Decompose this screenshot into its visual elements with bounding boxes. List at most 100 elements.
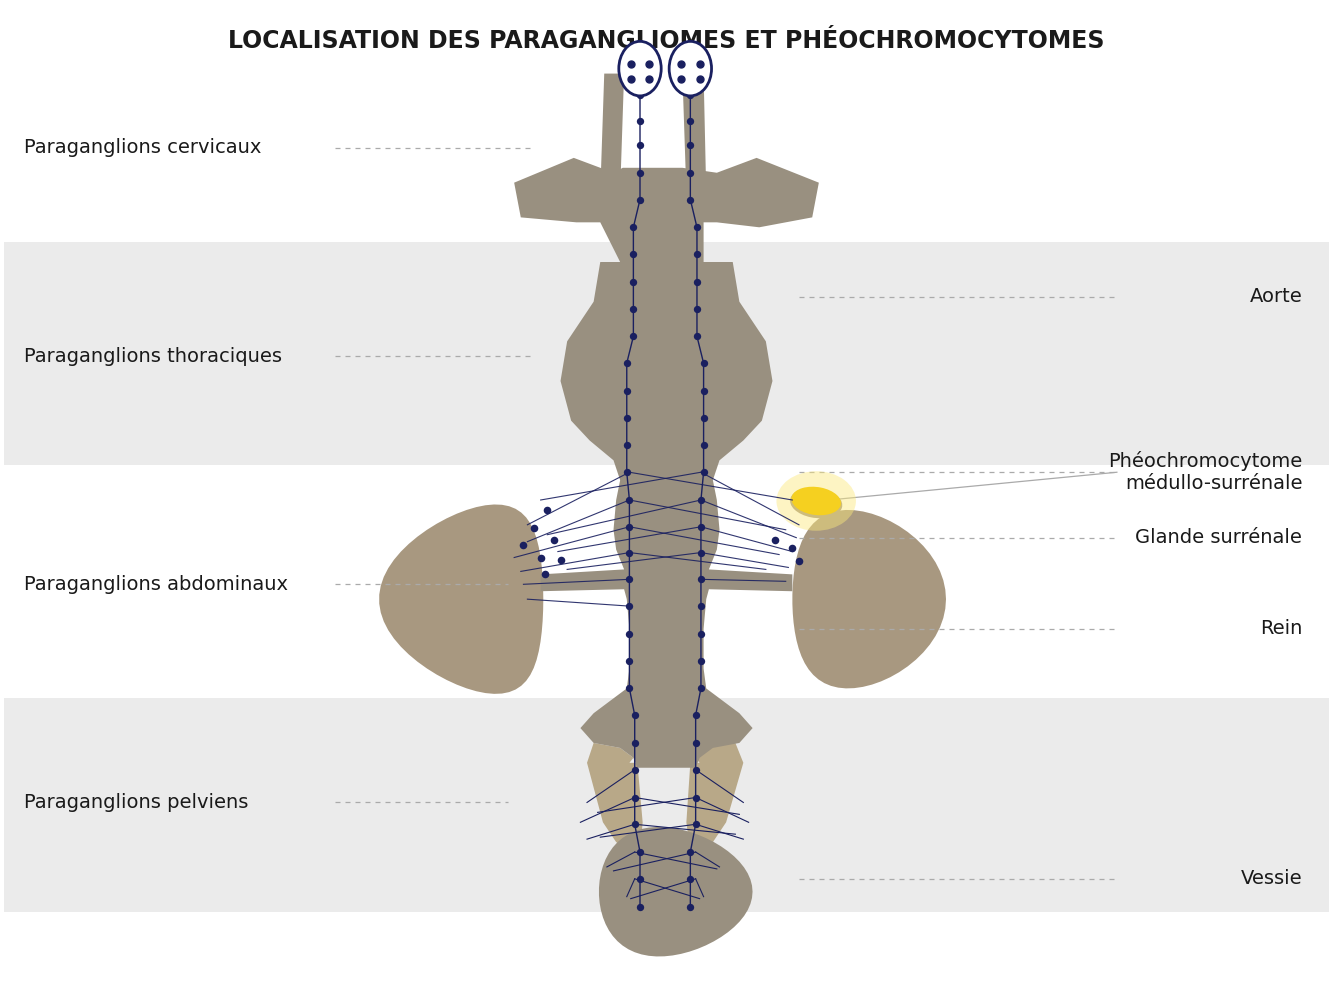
- Point: [544, 532, 565, 548]
- Point: [689, 71, 710, 87]
- Point: [693, 355, 714, 371]
- Point: [616, 355, 637, 371]
- Polygon shape: [541, 262, 792, 768]
- Text: Vessie: Vessie: [1241, 869, 1302, 888]
- Polygon shape: [792, 510, 946, 688]
- Polygon shape: [686, 743, 744, 852]
- Point: [623, 328, 644, 344]
- Point: [693, 383, 714, 399]
- Bar: [4, 698, 1329, 912]
- Text: Phéochromocytome
médullo-surrénale: Phéochromocytome médullo-surrénale: [1108, 451, 1302, 493]
- Point: [629, 87, 651, 103]
- Point: [680, 192, 701, 208]
- Text: LOCALISATION DES PARAGANGLIOMES ET PHÉOCHROMOCYTOMES: LOCALISATION DES PARAGANGLIOMES ET PHÉOC…: [228, 29, 1105, 53]
- Point: [680, 899, 701, 915]
- Point: [619, 680, 640, 696]
- Point: [619, 519, 640, 535]
- Point: [686, 246, 708, 262]
- Point: [619, 598, 640, 614]
- Text: Rein: Rein: [1260, 619, 1302, 638]
- Point: [619, 626, 640, 642]
- Point: [535, 566, 556, 582]
- Point: [616, 437, 637, 453]
- Point: [629, 165, 651, 181]
- Point: [690, 680, 712, 696]
- Ellipse shape: [669, 41, 712, 96]
- Point: [619, 653, 640, 669]
- Point: [616, 464, 637, 480]
- Point: [629, 899, 651, 915]
- Point: [680, 137, 701, 153]
- Point: [624, 707, 645, 723]
- Point: [623, 274, 644, 290]
- Point: [624, 762, 645, 778]
- Polygon shape: [380, 504, 544, 694]
- Point: [781, 540, 802, 556]
- Point: [685, 762, 706, 778]
- Point: [620, 71, 641, 87]
- Point: [690, 519, 712, 535]
- Point: [680, 87, 701, 103]
- Point: [537, 502, 559, 518]
- Point: [685, 735, 706, 751]
- Point: [680, 165, 701, 181]
- Polygon shape: [599, 827, 753, 956]
- Point: [551, 552, 572, 568]
- Point: [680, 871, 701, 887]
- Point: [629, 844, 651, 860]
- Point: [685, 707, 706, 723]
- Point: [686, 274, 708, 290]
- Point: [620, 56, 641, 72]
- Point: [686, 328, 708, 344]
- Text: Paraganglions abdominaux: Paraganglions abdominaux: [24, 575, 288, 594]
- Point: [619, 545, 640, 561]
- Point: [693, 437, 714, 453]
- Point: [690, 653, 712, 669]
- Point: [531, 550, 552, 566]
- Point: [690, 571, 712, 587]
- Point: [686, 219, 708, 235]
- Point: [690, 492, 712, 508]
- Point: [629, 113, 651, 129]
- Text: Paraganglions thoraciques: Paraganglions thoraciques: [24, 347, 283, 366]
- Polygon shape: [587, 743, 643, 852]
- Point: [639, 56, 660, 72]
- Bar: [4, 242, 1329, 465]
- Point: [619, 492, 640, 508]
- Point: [693, 410, 714, 426]
- Point: [685, 790, 706, 806]
- Point: [623, 301, 644, 317]
- Point: [788, 553, 809, 569]
- Ellipse shape: [619, 41, 661, 96]
- Point: [680, 113, 701, 129]
- Point: [616, 383, 637, 399]
- Point: [623, 219, 644, 235]
- Point: [685, 816, 706, 832]
- Point: [670, 56, 692, 72]
- Point: [764, 532, 785, 548]
- Point: [680, 844, 701, 860]
- Point: [629, 192, 651, 208]
- Text: Aorte: Aorte: [1249, 287, 1302, 306]
- Point: [690, 545, 712, 561]
- Point: [524, 520, 545, 536]
- Point: [616, 410, 637, 426]
- Circle shape: [776, 471, 856, 531]
- Point: [629, 871, 651, 887]
- Point: [624, 790, 645, 806]
- Text: Paraganglions pelviens: Paraganglions pelviens: [24, 793, 248, 812]
- Point: [629, 137, 651, 153]
- Point: [670, 71, 692, 87]
- Point: [513, 537, 535, 553]
- Point: [623, 246, 644, 262]
- Ellipse shape: [790, 488, 842, 518]
- Polygon shape: [600, 74, 624, 193]
- Point: [693, 464, 714, 480]
- Point: [689, 56, 710, 72]
- Text: Glande surrénale: Glande surrénale: [1136, 528, 1302, 547]
- Point: [624, 816, 645, 832]
- Point: [639, 71, 660, 87]
- Point: [690, 598, 712, 614]
- Point: [619, 571, 640, 587]
- Ellipse shape: [792, 487, 841, 515]
